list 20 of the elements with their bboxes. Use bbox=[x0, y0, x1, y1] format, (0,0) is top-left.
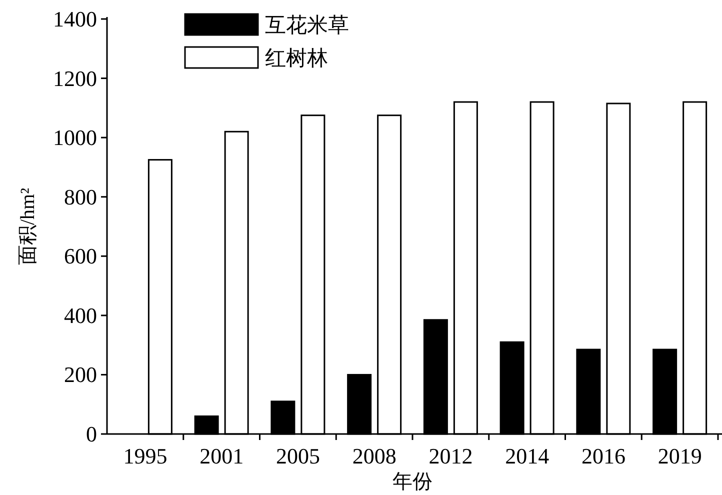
y-tick-label: 1400 bbox=[53, 6, 97, 32]
y-tick-label: 800 bbox=[64, 184, 97, 210]
y-axis-title: 面积/hm² bbox=[17, 188, 39, 266]
x-tick-label: 2012 bbox=[428, 444, 473, 468]
y-tick-label: 200 bbox=[64, 362, 97, 388]
x-tick-label: 1995 bbox=[123, 444, 168, 468]
y-tick-label: 0 bbox=[86, 422, 97, 446]
x-tick-label: 2001 bbox=[200, 444, 244, 468]
legend-label: 红树林 bbox=[265, 46, 328, 70]
x-tick-label: 2016 bbox=[581, 444, 626, 468]
x-tick-label: 2019 bbox=[658, 444, 702, 468]
x-tick-label: 2005 bbox=[276, 444, 320, 468]
y-tick-label: 600 bbox=[64, 244, 97, 269]
x-axis-title: 年份 bbox=[392, 471, 432, 493]
x-tick-label: 2008 bbox=[352, 444, 396, 468]
x-tick-label: 2014 bbox=[505, 444, 550, 468]
y-tick-label: 400 bbox=[64, 302, 97, 328]
y-tick-label: 1000 bbox=[53, 125, 97, 150]
legend-label: 互花米草 bbox=[265, 13, 349, 37]
y-tick-label: 1200 bbox=[53, 66, 97, 91]
